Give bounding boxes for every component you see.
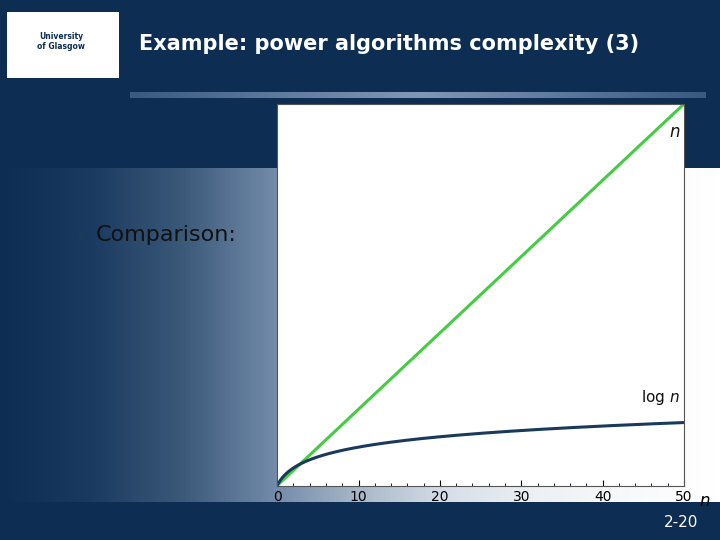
Text: University
of Glasgow: University of Glasgow (37, 32, 85, 51)
Text: Comparison:: Comparison: (95, 225, 236, 245)
Text: ■: ■ (76, 228, 89, 242)
Text: $\mathit{n}$: $\mathit{n}$ (669, 123, 680, 141)
Text: 2-20: 2-20 (664, 516, 698, 530)
Text: $\mathit{n}$: $\mathit{n}$ (698, 492, 710, 510)
Text: Example: power algorithms complexity (3): Example: power algorithms complexity (3) (139, 34, 639, 54)
Bar (7, 12, 119, 78)
Text: log $\mathit{n}$: log $\mathit{n}$ (642, 388, 680, 407)
